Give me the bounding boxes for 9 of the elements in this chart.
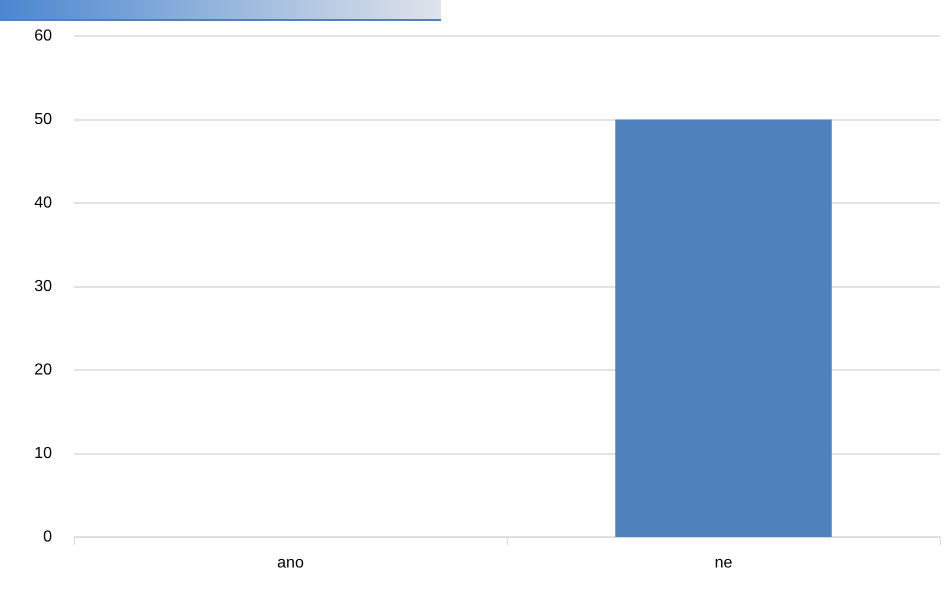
y-tick-label: 0 [43,528,52,546]
y-tick-label: 60 [34,28,52,44]
y-tick-label: 30 [34,278,52,295]
y-tick-label: 40 [34,194,52,212]
x-tick-label: ne [714,554,732,572]
y-tick-label: 10 [34,445,52,462]
x-tick-label: ano [277,554,304,572]
y-tick-label: 50 [34,111,52,128]
y-tick-label: 20 [34,362,52,378]
